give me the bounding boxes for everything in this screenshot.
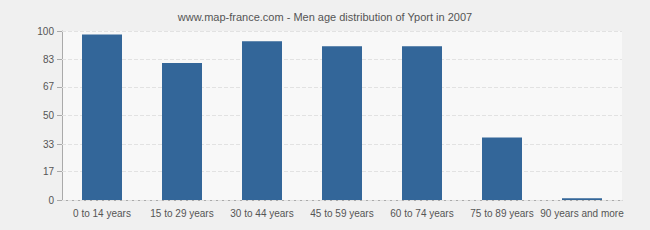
svg-text:30 to 44 years: 30 to 44 years <box>230 208 293 219</box>
svg-text:15 to 29 years: 15 to 29 years <box>150 208 213 219</box>
svg-text:60 to 74 years: 60 to 74 years <box>390 208 453 219</box>
svg-text:50: 50 <box>43 110 55 121</box>
svg-text:67: 67 <box>43 81 55 92</box>
svg-text:0 to 14 years: 0 to 14 years <box>73 208 131 219</box>
svg-text:83: 83 <box>43 54 55 65</box>
svg-text:45 to 59 years: 45 to 59 years <box>310 208 373 219</box>
svg-text:www.map-france.com - Men age d: www.map-france.com - Men age distributio… <box>177 11 472 23</box>
svg-text:33: 33 <box>43 139 55 150</box>
svg-text:0: 0 <box>48 195 54 206</box>
svg-text:100: 100 <box>37 26 54 37</box>
svg-text:75 to 89 years: 75 to 89 years <box>470 208 533 219</box>
svg-text:90 years and more: 90 years and more <box>540 208 624 219</box>
svg-text:17: 17 <box>43 166 55 177</box>
